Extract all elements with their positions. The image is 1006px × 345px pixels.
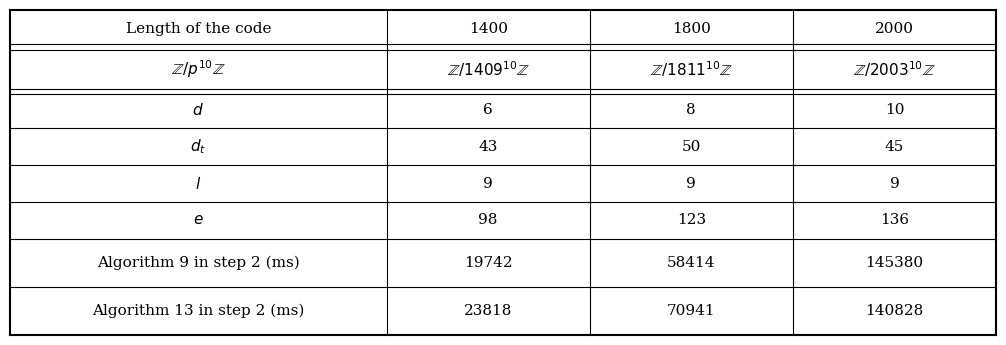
Text: 6: 6 bbox=[483, 103, 493, 117]
Text: 2000: 2000 bbox=[875, 22, 913, 36]
Text: $\mathbb{Z}/2003^{10}\mathbb{Z}$: $\mathbb{Z}/2003^{10}\mathbb{Z}$ bbox=[853, 59, 936, 79]
Text: 23818: 23818 bbox=[464, 304, 512, 318]
Text: Algorithm 13 in step 2 (ms): Algorithm 13 in step 2 (ms) bbox=[93, 304, 305, 318]
Text: 9: 9 bbox=[483, 177, 493, 190]
Text: 136: 136 bbox=[880, 214, 909, 227]
Text: 9: 9 bbox=[686, 177, 696, 190]
Text: $l$: $l$ bbox=[195, 176, 201, 191]
Text: $e$: $e$ bbox=[193, 214, 203, 227]
Text: 123: 123 bbox=[677, 214, 706, 227]
Text: 45: 45 bbox=[884, 140, 904, 154]
Text: $d$: $d$ bbox=[192, 102, 204, 118]
Text: $\mathbb{Z}/p^{10}\mathbb{Z}$: $\mathbb{Z}/p^{10}\mathbb{Z}$ bbox=[171, 58, 225, 80]
Text: 8: 8 bbox=[686, 103, 696, 117]
Text: 145380: 145380 bbox=[865, 256, 924, 270]
Text: 43: 43 bbox=[479, 140, 498, 154]
Text: $d_t$: $d_t$ bbox=[190, 137, 206, 156]
Text: Length of the code: Length of the code bbox=[126, 22, 271, 36]
Text: 1400: 1400 bbox=[469, 22, 508, 36]
Text: 9: 9 bbox=[889, 177, 899, 190]
Text: 1800: 1800 bbox=[672, 22, 710, 36]
Text: 140828: 140828 bbox=[865, 304, 924, 318]
Text: 98: 98 bbox=[479, 214, 498, 227]
Text: 58414: 58414 bbox=[667, 256, 715, 270]
Text: Algorithm 9 in step 2 (ms): Algorithm 9 in step 2 (ms) bbox=[97, 256, 300, 270]
Text: 19742: 19742 bbox=[464, 256, 512, 270]
Text: $\mathbb{Z}/1811^{10}\mathbb{Z}$: $\mathbb{Z}/1811^{10}\mathbb{Z}$ bbox=[650, 59, 732, 79]
Text: $\mathbb{Z}/1409^{10}\mathbb{Z}$: $\mathbb{Z}/1409^{10}\mathbb{Z}$ bbox=[447, 59, 530, 79]
Text: 10: 10 bbox=[884, 103, 904, 117]
Text: 70941: 70941 bbox=[667, 304, 715, 318]
Text: 50: 50 bbox=[682, 140, 701, 154]
